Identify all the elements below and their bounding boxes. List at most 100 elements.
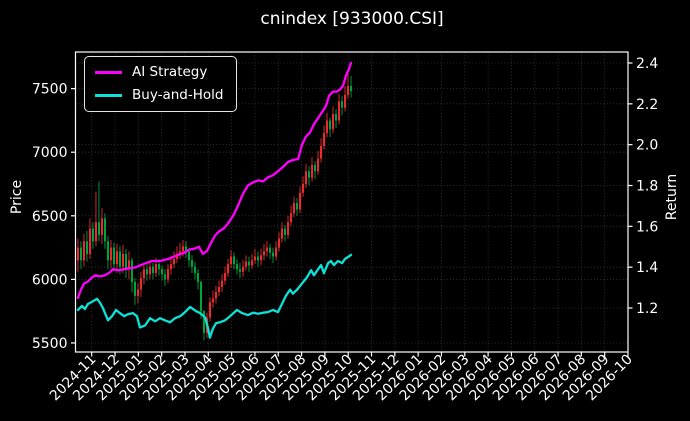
candle-body [259,255,263,261]
candle-body [214,292,218,299]
candle-body [238,269,242,272]
candle-body [130,260,134,282]
candle-body [154,264,158,274]
candle-body [226,264,230,274]
candle-body [79,247,82,261]
return-axis-label: Return [664,173,680,221]
plot-border [74,51,629,353]
candle-body [319,145,323,159]
candle-body [145,269,149,275]
candle-body [343,94,347,108]
candle-body [139,278,143,290]
candle-body [202,311,206,333]
candle-body [172,259,176,265]
candle-body [304,171,308,185]
candle-body [184,246,188,252]
candle-body [325,120,329,134]
candle-body [295,203,299,210]
candle-body [220,280,224,288]
candle-body [109,247,113,261]
candle-body [280,228,284,239]
candle-body [121,253,125,267]
candle-body [112,247,116,265]
buy-and-hold-line-swatch [95,93,122,97]
candle-body [97,222,101,235]
candle-body [133,281,137,296]
candle-body [268,247,272,253]
candle-body [250,260,254,266]
candle-body [91,228,95,242]
candle-body [322,133,326,146]
candle-body [253,256,257,261]
candle-body [289,213,293,223]
candle-body [148,266,152,275]
line-buy-and-hold [76,253,353,339]
candle-body [244,261,248,267]
candle-body [235,264,239,270]
candle-body [217,287,221,293]
candle-body [262,251,266,256]
candle-body [151,266,155,274]
candle-body [223,273,227,281]
price-axis-label: Price [9,179,25,215]
candle-body [271,252,275,257]
legend-item-ai-strategy: AI Strategy [95,64,223,80]
candle-body [94,222,98,242]
candle-body [307,171,311,178]
candle-body [346,86,350,95]
legend-label: AI Strategy [132,64,208,80]
candle-body [334,114,338,121]
return-tick-label: 1.8 [636,179,658,195]
candle-body [136,289,140,296]
return-tick-label: 1.6 [636,219,658,235]
price-tick-label: 7000 [32,145,68,161]
candle-body [166,269,170,280]
candle-body [229,256,233,265]
candle-body [265,247,269,252]
return-tick-label: 2.4 [636,56,658,72]
candle-body [127,260,131,270]
candle-body [106,241,110,261]
candle-body [340,101,344,108]
chart-title: cnindex [933000.CSI] [260,9,444,29]
ai-strategy-line-swatch [95,70,122,74]
candle-body [211,298,215,303]
line-ai-strategy [76,61,353,299]
candle-body [85,241,89,254]
candle-body [142,269,146,279]
candle-body [124,253,128,270]
price-tick-label: 7500 [32,82,68,98]
candle-body [301,184,305,193]
legend-label: Buy-and-Hold [132,87,224,103]
candle-body [157,264,161,270]
candle-body [160,269,164,275]
candle-body [232,256,236,265]
return-tick-label: 1.2 [636,301,658,317]
candle-body [310,164,314,178]
candle-body [337,101,341,121]
candle-body [199,281,203,312]
return-tick-label: 2.2 [636,97,658,113]
price-tick-label: 6500 [32,209,68,225]
price-tick-label: 6000 [32,272,68,288]
candle-body [169,264,173,270]
candle-body [328,120,332,130]
candle-body [241,266,245,272]
candle-body [196,273,200,282]
candle-body [178,251,182,254]
candle-body [181,246,185,252]
candle-body [292,203,296,214]
candle-body [103,218,107,242]
candle-body [82,241,86,261]
legend: AI Strategy Buy-and-Hold [84,56,238,112]
return-tick-label: 1.4 [636,260,658,276]
candle-body [286,222,290,235]
candle-body [331,114,335,130]
candle-body [298,192,302,210]
price-tick-label: 5500 [32,336,68,352]
candle-body [316,158,320,172]
candle-body [187,251,191,261]
candle-body [313,164,317,172]
candle-body [256,256,260,261]
candle-body [193,266,197,274]
